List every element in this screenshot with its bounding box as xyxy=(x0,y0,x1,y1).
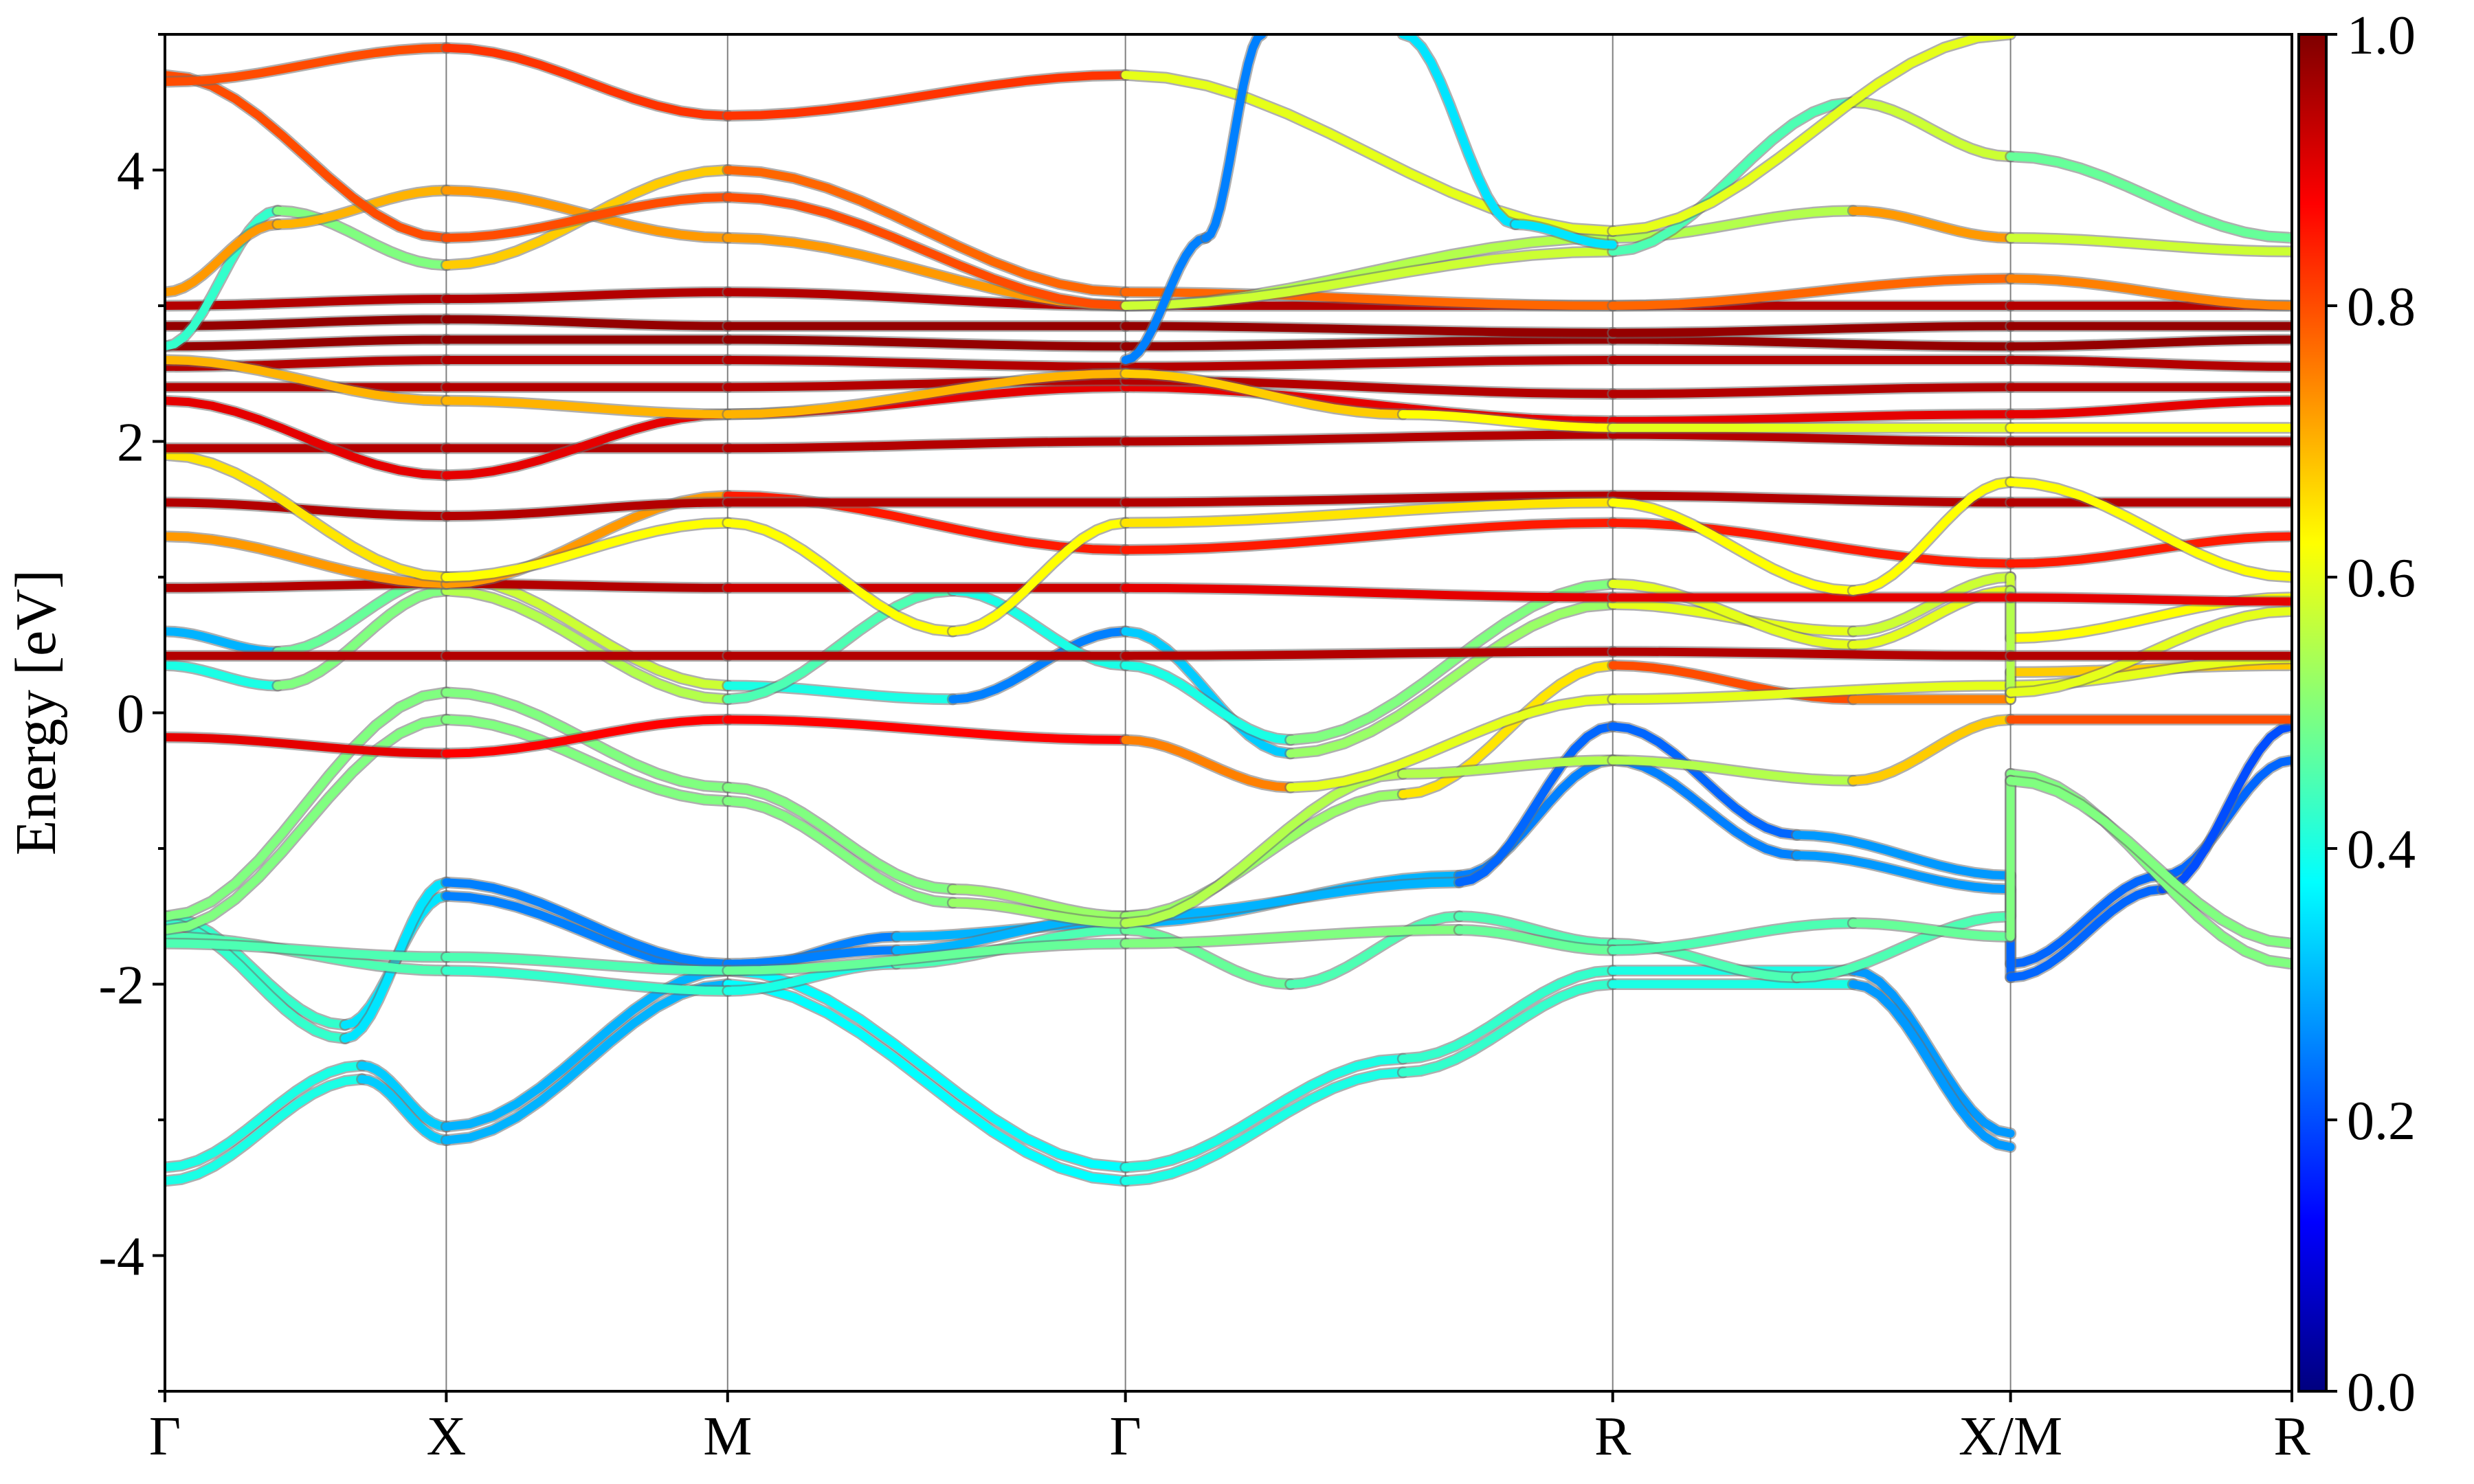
band-28 xyxy=(165,34,2017,237)
band-25 xyxy=(165,164,2292,352)
kpoint-label: X xyxy=(427,1406,467,1467)
y-tick-label: -2 xyxy=(98,956,144,1016)
kpoint-label: M xyxy=(703,1406,752,1467)
band-19 xyxy=(165,374,2292,400)
band-11 xyxy=(165,578,2292,746)
colorbar-tick-label: 0.2 xyxy=(2347,1091,2416,1151)
colorbar-tick-label: 0.0 xyxy=(2347,1362,2416,1423)
y-tick-label: 4 xyxy=(117,142,144,202)
kpoint-label: Γ xyxy=(1110,1406,1141,1467)
band-20 xyxy=(165,354,2292,373)
y-tick-label: 2 xyxy=(117,413,144,473)
y-axis-label: Energy [eV] xyxy=(4,570,68,855)
band-lines xyxy=(165,34,2292,1187)
band-3 xyxy=(165,754,2292,1031)
y-tick-label: -4 xyxy=(98,1227,144,1288)
band-17 xyxy=(165,429,2292,454)
x-axis-ticks: Γ X M Γ R X/M R xyxy=(149,1391,2310,1467)
y-axis-ticks: -4 -2 0 2 4 xyxy=(98,33,165,1393)
colorbar xyxy=(2297,33,2328,1393)
band-8 xyxy=(165,713,2292,936)
colorbar-ticks: 0.0 0.2 0.4 0.6 0.8 1.0 xyxy=(2326,5,2416,1423)
band-12 xyxy=(165,646,2292,662)
band-22 xyxy=(165,313,2292,339)
colorbar-tick-label: 0.6 xyxy=(2347,548,2416,609)
kpoint-label: X/M xyxy=(1959,1406,2062,1467)
band-13 xyxy=(165,578,2292,607)
colorbar-tick-label: 1.0 xyxy=(2347,5,2416,66)
band-9 xyxy=(165,653,2292,794)
colorbar-tick-label: 0.8 xyxy=(2347,277,2416,337)
kpoint-label: R xyxy=(1594,1406,1631,1467)
high-symmetry-lines xyxy=(445,34,2011,1391)
band-2 xyxy=(165,978,2017,1187)
y-tick-label: 0 xyxy=(117,684,144,745)
band-21 xyxy=(165,333,2292,352)
band-27 xyxy=(165,69,2292,312)
band-16 xyxy=(165,449,2292,638)
kpoint-label: R xyxy=(2273,1406,2310,1467)
band-29 xyxy=(1119,34,1269,366)
colorbar-tick-label: 0.4 xyxy=(2347,820,2416,880)
band-15 xyxy=(165,490,2292,522)
band-24 xyxy=(165,354,2292,434)
band-6 xyxy=(165,774,2292,977)
band-30 xyxy=(1396,34,1619,251)
kpoint-label: Γ xyxy=(149,1406,181,1467)
